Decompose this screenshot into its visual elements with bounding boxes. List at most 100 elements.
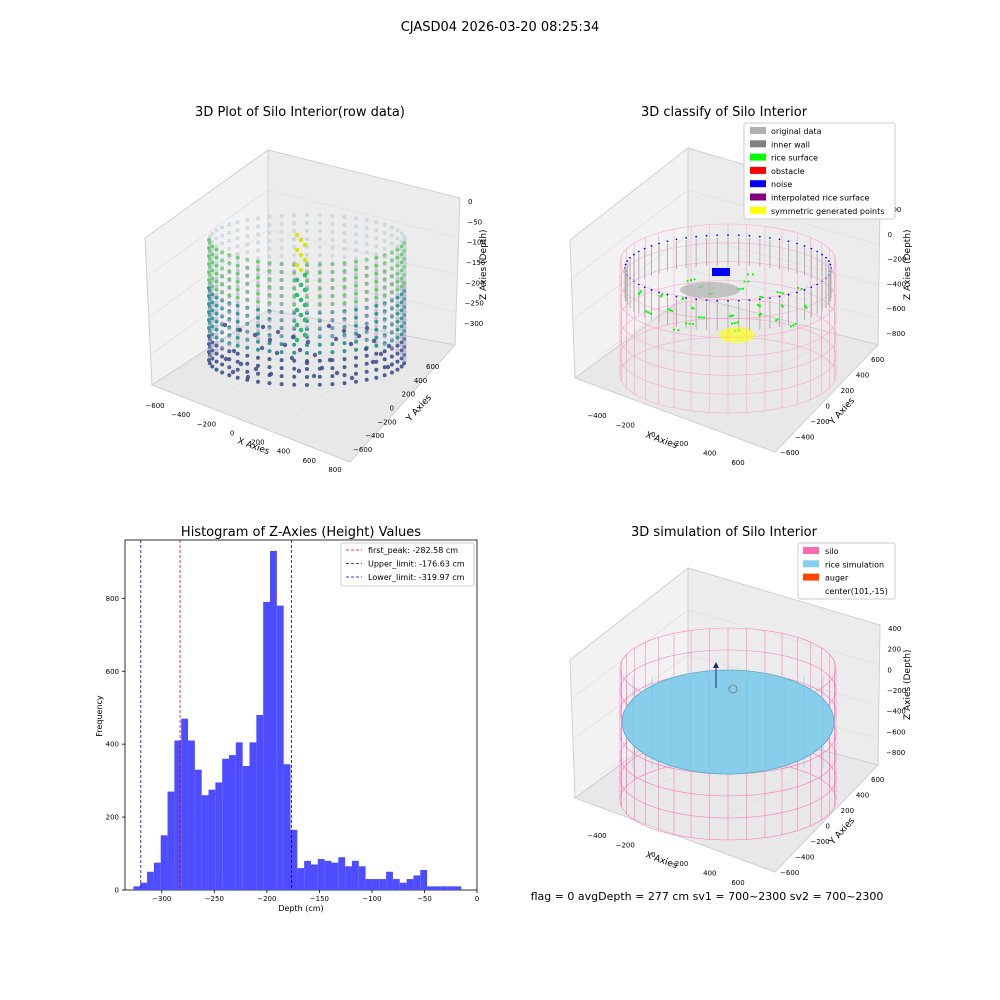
- point: [330, 285, 335, 290]
- rice-point: [689, 279, 693, 282]
- point: [389, 249, 394, 254]
- point: [382, 262, 387, 267]
- point: [245, 314, 250, 319]
- point: [374, 308, 379, 313]
- point: [374, 324, 379, 329]
- point: [245, 282, 250, 287]
- plot3-histogram-panel: Histogram of Z-Axies (Height) Values −30…: [95, 525, 479, 913]
- hist-bar: [235, 742, 243, 891]
- noise-point: [716, 234, 719, 237]
- point: [354, 320, 358, 325]
- rice-point: [781, 305, 784, 308]
- rice-point: [672, 328, 675, 331]
- point: [238, 361, 244, 367]
- point: [294, 277, 300, 283]
- point: [267, 286, 272, 291]
- point: [354, 312, 358, 317]
- hist-bar: [433, 886, 441, 891]
- point: [374, 244, 379, 249]
- point: [399, 303, 404, 308]
- point: [395, 343, 400, 348]
- point: [210, 287, 215, 292]
- point: [256, 267, 260, 272]
- point: [403, 342, 407, 346]
- point: [292, 374, 297, 379]
- point: [395, 263, 400, 268]
- auger-tip: [713, 662, 719, 668]
- y-tick-label: 200: [106, 814, 119, 822]
- point: [399, 239, 404, 244]
- point: [235, 303, 240, 308]
- point: [210, 327, 215, 332]
- point: [207, 306, 212, 311]
- point: [389, 321, 394, 326]
- point: [227, 230, 232, 235]
- hist-bar: [406, 879, 414, 891]
- point: [294, 247, 300, 253]
- point: [279, 221, 284, 226]
- point: [294, 307, 300, 313]
- tick-label: 0: [826, 403, 830, 411]
- point: [245, 298, 250, 303]
- point: [235, 308, 240, 313]
- point: [382, 365, 387, 370]
- point: [402, 250, 407, 255]
- point: [267, 357, 272, 362]
- gridline: [687, 609, 881, 666]
- point: [235, 375, 240, 380]
- point: [402, 338, 407, 343]
- point: [302, 302, 308, 308]
- point: [354, 275, 358, 280]
- point: [294, 232, 300, 238]
- point: [399, 327, 404, 332]
- point: [364, 242, 369, 247]
- point: [354, 304, 358, 309]
- point: [256, 224, 260, 229]
- point: [220, 289, 225, 294]
- point: [210, 231, 215, 236]
- point: [354, 328, 358, 333]
- hist-bar: [358, 866, 366, 891]
- point: [227, 342, 232, 347]
- point: [403, 294, 407, 298]
- point: [395, 287, 400, 292]
- point: [256, 347, 260, 352]
- point: [245, 218, 250, 223]
- point: [214, 300, 219, 305]
- noise-point: [768, 236, 771, 239]
- point: [330, 277, 335, 282]
- point: [279, 277, 284, 282]
- point: [207, 302, 211, 306]
- plot2-x-ticks: −400 −200 0 200 400 600: [587, 412, 744, 467]
- point: [235, 228, 240, 233]
- point: [214, 324, 219, 329]
- point: [214, 268, 219, 273]
- point: [214, 252, 219, 257]
- rice-point: [638, 291, 642, 294]
- point: [214, 279, 219, 284]
- point: [374, 319, 379, 324]
- point: [302, 272, 308, 278]
- point: [374, 292, 379, 297]
- point: [382, 286, 387, 291]
- point: [292, 342, 297, 347]
- noise-point: [633, 253, 635, 256]
- rice-point: [800, 287, 803, 291]
- point: [267, 326, 272, 331]
- point: [235, 295, 240, 300]
- point: [279, 261, 284, 266]
- point: [220, 273, 225, 278]
- noise-point: [803, 289, 806, 291]
- point: [374, 236, 379, 241]
- point: [207, 246, 211, 250]
- point: [305, 367, 309, 371]
- point: [403, 278, 407, 282]
- point: [207, 361, 212, 366]
- point: [279, 309, 284, 314]
- point: [363, 346, 369, 352]
- point: [354, 291, 358, 296]
- auger-center: [728, 684, 738, 694]
- point: [267, 214, 272, 219]
- point: [317, 301, 322, 306]
- rice-point: [647, 311, 650, 314]
